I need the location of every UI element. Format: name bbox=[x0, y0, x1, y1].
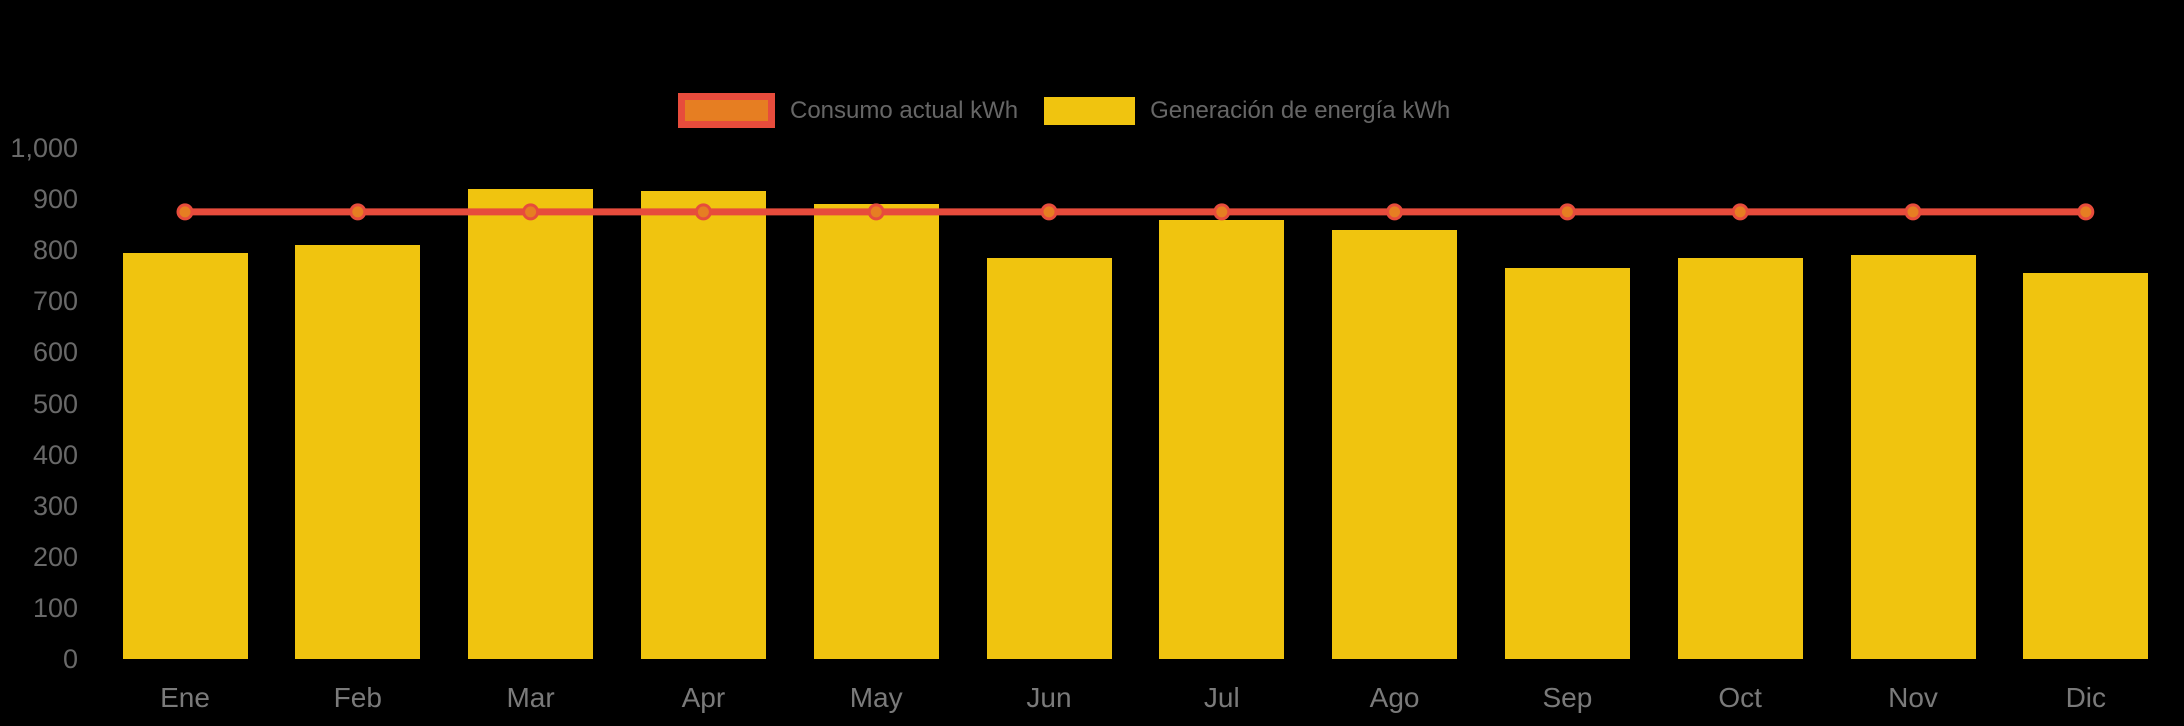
x-axis-label-feb: Feb bbox=[333, 682, 382, 713]
x-axis-label-jun: Jun bbox=[1026, 682, 1072, 713]
y-tick-label-700: 700 bbox=[32, 286, 78, 317]
line-marker-jun[interactable] bbox=[1040, 203, 1058, 221]
x-axis-label-jul: Jul bbox=[1203, 682, 1240, 713]
bar-may[interactable] bbox=[813, 204, 939, 659]
bar-apr[interactable] bbox=[640, 191, 766, 659]
line-marker-sep[interactable] bbox=[1558, 203, 1576, 221]
line-marker-nov[interactable] bbox=[1904, 203, 1922, 221]
x-axis-label-sep: Sep bbox=[1542, 682, 1593, 713]
y-tick-label-0: 0 bbox=[62, 644, 78, 674]
bar-nov[interactable] bbox=[1850, 255, 1976, 659]
x-axis-label-may: May bbox=[849, 682, 903, 713]
legend-label-consumo-actual: Consumo actual kWh bbox=[790, 96, 1019, 124]
bar-mar[interactable] bbox=[468, 188, 594, 659]
consumo-actual-line-swatch bbox=[678, 93, 775, 128]
y-tick-label-300: 300 bbox=[32, 490, 78, 521]
line-marker-feb[interactable] bbox=[349, 203, 367, 221]
line-marker-jul[interactable] bbox=[1213, 203, 1231, 221]
x-axis-label-apr: Apr bbox=[681, 682, 726, 713]
bar-jun[interactable] bbox=[986, 257, 1112, 659]
y-tick-label-100: 100 bbox=[32, 592, 78, 623]
line-marker-ene[interactable] bbox=[176, 203, 194, 221]
bar-jul[interactable] bbox=[1159, 219, 1285, 659]
line-marker-oct[interactable] bbox=[1731, 203, 1749, 221]
x-axis-label-ago: Ago bbox=[1369, 682, 1420, 713]
y-tick-label-500: 500 bbox=[32, 388, 78, 419]
legend-item-generacion-energia[interactable]: Generación de energía kWh bbox=[1044, 96, 1451, 125]
line-marker-dic[interactable] bbox=[2077, 203, 2095, 221]
line-marker-ago[interactable] bbox=[1386, 203, 1404, 221]
y-tick-label-1000: 1,000 bbox=[10, 133, 78, 163]
x-axis-label-mar: Mar bbox=[506, 682, 555, 713]
x-axis-label-ene: Ene bbox=[160, 682, 210, 713]
chart-legend: Consumo actual kWh Generación de energía… bbox=[678, 93, 1450, 128]
bar-ene[interactable] bbox=[122, 252, 248, 659]
legend-label-generacion-energia: Generación de energía kWh bbox=[1150, 96, 1451, 124]
legend-item-consumo-actual[interactable]: Consumo actual kWh bbox=[678, 93, 1018, 128]
y-tick-label-200: 200 bbox=[32, 541, 78, 572]
y-tick-label-900: 900 bbox=[32, 184, 78, 215]
generacion-energia-bar-swatch bbox=[1044, 96, 1136, 125]
bar-feb[interactable] bbox=[295, 245, 421, 659]
x-axis-label-oct: Oct bbox=[1718, 682, 1762, 713]
x-axis-label-nov: Nov bbox=[1888, 682, 1938, 713]
x-axis-label-dic: Dic bbox=[2065, 682, 2107, 713]
bar-dic[interactable] bbox=[2023, 273, 2149, 659]
bar-sep[interactable] bbox=[1504, 268, 1630, 659]
bar-ago[interactable] bbox=[1332, 229, 1458, 659]
y-tick-label-400: 400 bbox=[32, 439, 78, 470]
y-tick-label-800: 800 bbox=[32, 235, 78, 266]
y-tick-label-600: 600 bbox=[32, 337, 78, 368]
bar-oct[interactable] bbox=[1677, 257, 1803, 659]
